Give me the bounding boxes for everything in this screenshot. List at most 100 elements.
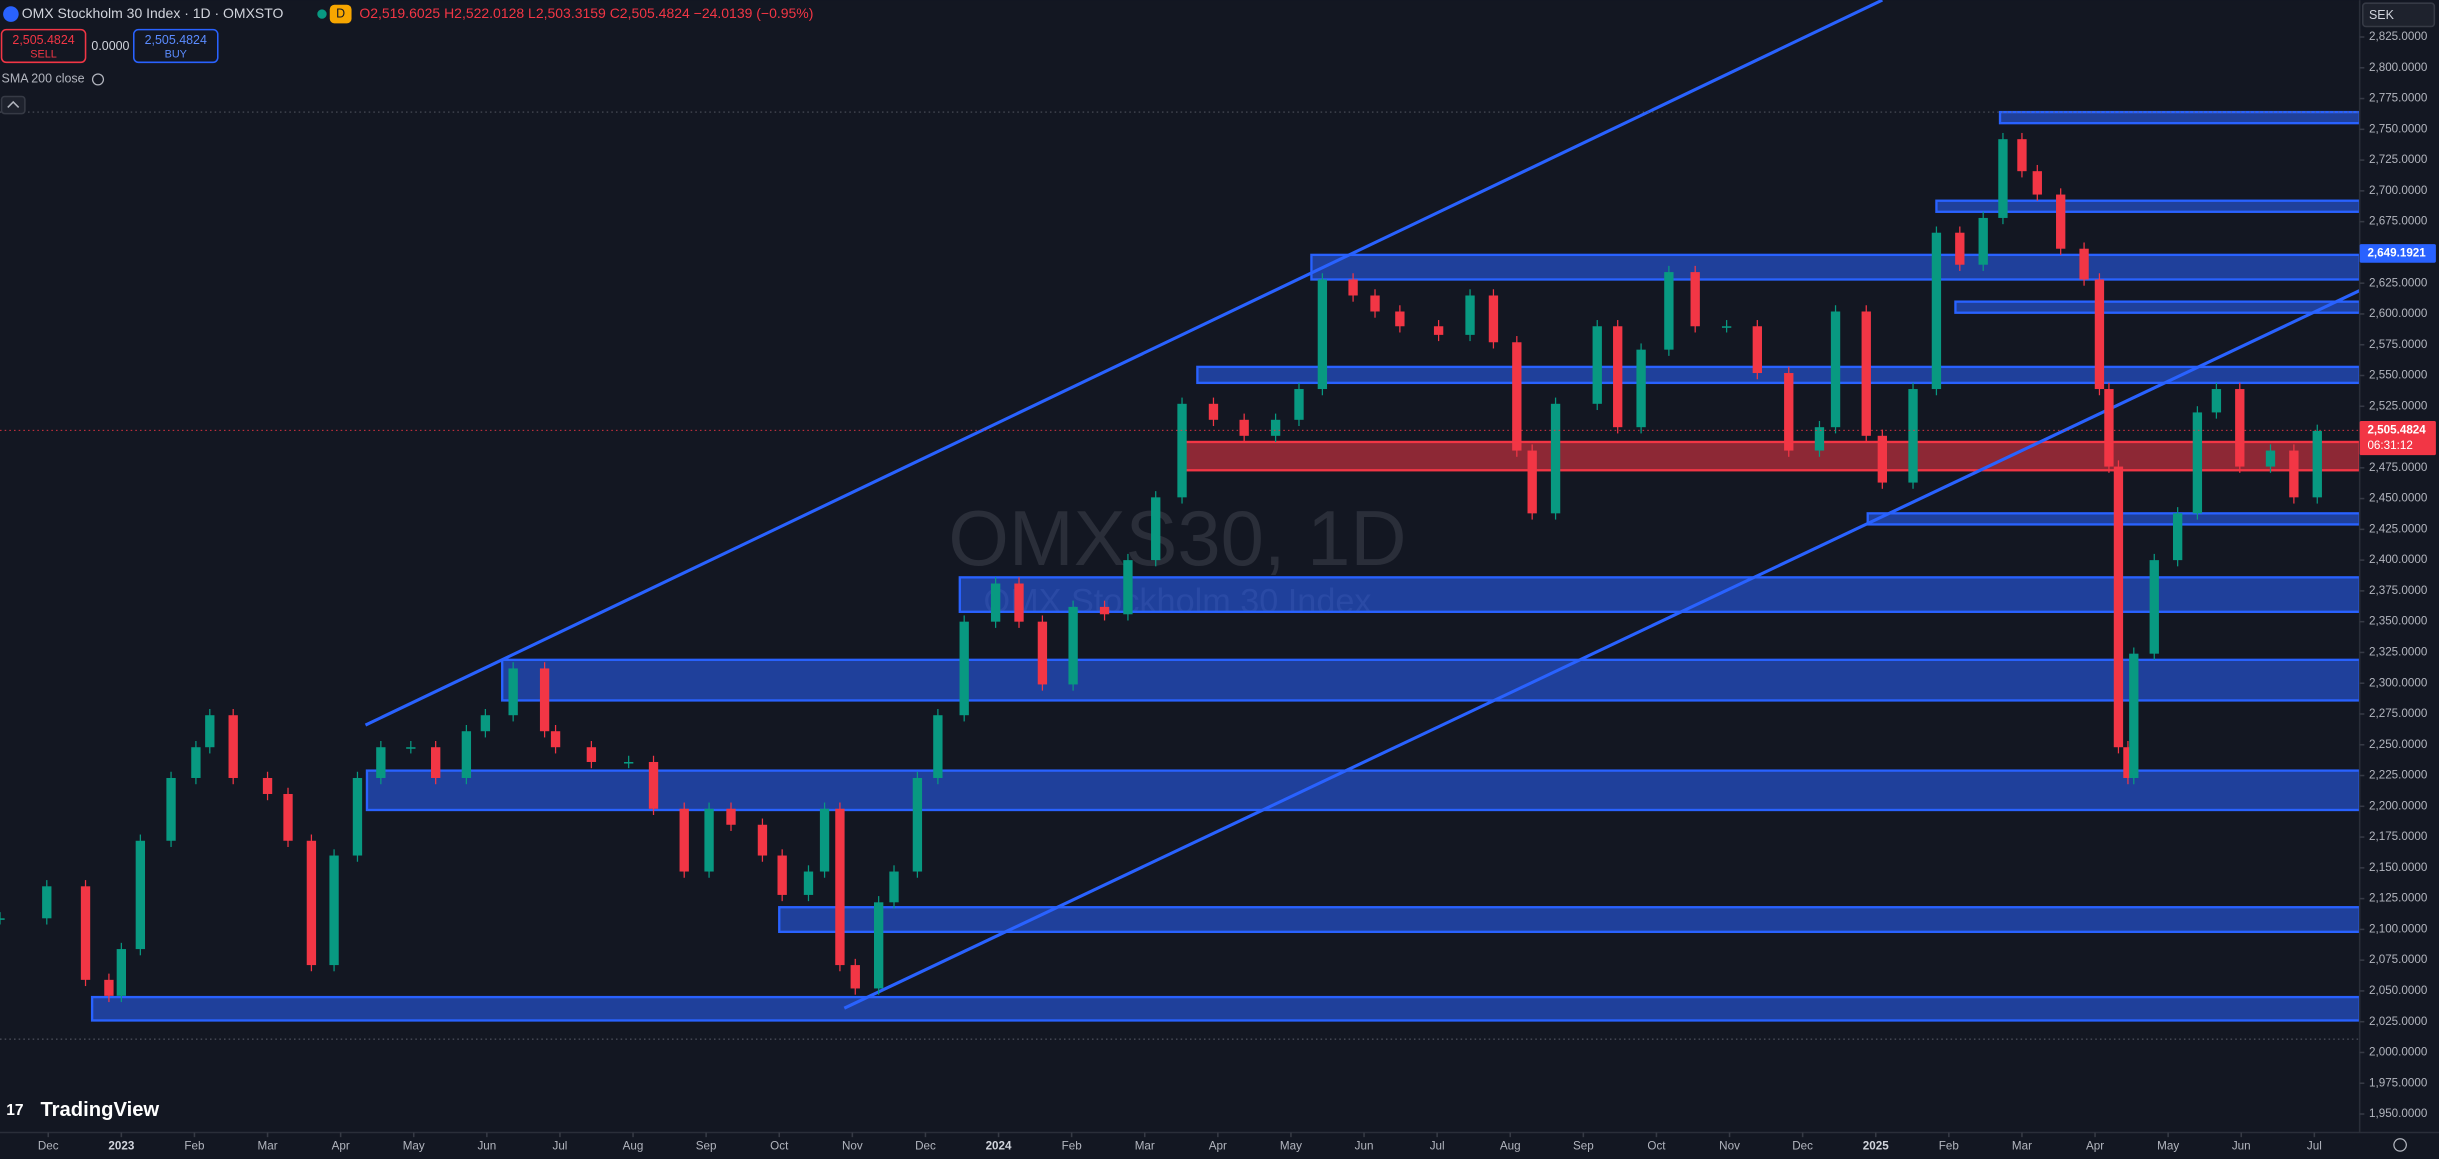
x-tick-label: Apr xyxy=(1209,1140,1227,1153)
candle xyxy=(1861,311,1871,436)
x-tick-label: 2024 xyxy=(986,1140,1012,1153)
y-tick-label: 1,975.0000 xyxy=(2369,1076,2428,1089)
buy-price: 2,505.4824 xyxy=(145,33,207,47)
zone xyxy=(365,769,2361,812)
x-tick-label: Jun xyxy=(477,1140,496,1153)
watermark-title: OMXS30, 1D xyxy=(948,496,1406,582)
candle xyxy=(1592,326,1602,404)
candle xyxy=(135,840,146,950)
sell-label: SELL xyxy=(30,48,57,60)
zone xyxy=(90,995,2361,1022)
symbol-logo xyxy=(3,6,19,22)
candle xyxy=(191,747,201,778)
candle xyxy=(726,808,736,825)
x-tick-label: 2025 xyxy=(1863,1140,1889,1153)
candle xyxy=(539,668,550,732)
zone xyxy=(501,658,2361,702)
collapse-button[interactable] xyxy=(0,95,26,115)
x-tick-label: Oct xyxy=(1647,1140,1666,1153)
y-tick-label: 2,350.0000 xyxy=(2369,615,2428,628)
y-tick-label: 2,000.0000 xyxy=(2369,1046,2428,1059)
candle xyxy=(704,808,714,872)
candle xyxy=(2289,450,2299,498)
candle xyxy=(2172,513,2183,561)
y-tick-label: 2,400.0000 xyxy=(2369,553,2428,566)
candle xyxy=(2123,747,2133,778)
indicator-label[interactable]: SMA 200 close xyxy=(2,72,85,86)
y-tick-label: 2,075.0000 xyxy=(2369,953,2428,966)
candle xyxy=(1550,403,1561,514)
candle xyxy=(406,747,416,749)
y-tick-label: 2,775.0000 xyxy=(2369,92,2428,105)
currency: SEK xyxy=(2369,8,2395,22)
x-tick-label: May xyxy=(2157,1140,2179,1153)
candle xyxy=(1208,403,1219,420)
candle xyxy=(889,871,899,903)
ohlc: O2,519.6025 H2,522.0128 L2,503.3159 C2,5… xyxy=(359,5,813,21)
candle xyxy=(376,747,386,778)
candle xyxy=(1433,326,1444,335)
x-tick-label: Mar xyxy=(1135,1140,1155,1153)
candle xyxy=(835,808,845,966)
y-tick-label: 2,250.0000 xyxy=(2369,738,2428,751)
y-tick-label: 2,025.0000 xyxy=(2369,1015,2428,1028)
currency-button[interactable] xyxy=(2362,2,2436,28)
settings-icon[interactable] xyxy=(2393,1138,2407,1152)
candle xyxy=(480,715,491,732)
candle xyxy=(1752,326,1762,374)
candle xyxy=(1370,295,1380,312)
candle xyxy=(2211,389,2222,413)
candle xyxy=(262,777,273,794)
x-tick-label: Aug xyxy=(623,1140,644,1153)
x-tick-label: Mar xyxy=(258,1140,278,1153)
x-tick-label: Jun xyxy=(1355,1140,1374,1153)
candle xyxy=(42,886,52,919)
candle xyxy=(586,747,597,762)
price-label-bg xyxy=(2359,420,2436,456)
y-tick-label: 2,150.0000 xyxy=(2369,861,2428,874)
candle xyxy=(1636,349,1646,428)
x-tick-label: Jul xyxy=(2307,1140,2322,1153)
candle xyxy=(1151,497,1161,561)
x-tick-label: Jul xyxy=(1430,1140,1445,1153)
candle xyxy=(306,840,317,966)
sell-button[interactable] xyxy=(0,28,87,64)
zone xyxy=(1180,440,2361,472)
y-tick-label: 1,950.0000 xyxy=(2369,1107,2428,1120)
sell-price: 2,505.4824 xyxy=(12,33,74,47)
candle xyxy=(116,949,127,996)
x-tick-label: Sep xyxy=(1573,1140,1594,1153)
candle xyxy=(228,715,238,778)
x-tick-label: Nov xyxy=(1719,1140,1740,1153)
y-tick-label: 2,425.0000 xyxy=(2369,522,2428,535)
x-tick-label: Oct xyxy=(770,1140,789,1153)
price-label-bg xyxy=(2359,244,2436,263)
candle xyxy=(1177,403,1187,498)
price-label: 2,649.1921 xyxy=(2367,246,2426,259)
candle xyxy=(166,777,176,841)
zone xyxy=(958,576,2361,613)
y-tick-label: 2,750.0000 xyxy=(2369,122,2428,135)
collapse-icon xyxy=(7,100,20,108)
spread: 0.0000 xyxy=(91,39,129,53)
symbol-title[interactable]: OMX Stockholm 30 Index · 1D · OMXSTO xyxy=(22,5,284,21)
candle xyxy=(1955,232,1965,265)
visibility-icon[interactable] xyxy=(91,73,105,86)
candle xyxy=(1931,232,1942,390)
candle xyxy=(2032,171,2042,195)
candle xyxy=(850,965,860,989)
candle xyxy=(2149,560,2159,654)
y-tick-label: 2,725.0000 xyxy=(2369,153,2428,166)
candle xyxy=(1099,606,1110,615)
candle xyxy=(2235,389,2245,467)
candle xyxy=(1014,583,1024,622)
candle xyxy=(1978,217,1988,265)
buy-button[interactable] xyxy=(132,28,219,64)
candle xyxy=(803,871,814,895)
candle xyxy=(1721,326,1732,328)
candle xyxy=(2129,653,2139,778)
candle xyxy=(1270,419,1281,436)
y-tick-label: 2,275.0000 xyxy=(2369,707,2428,720)
x-tick-label: Dec xyxy=(38,1140,59,1153)
